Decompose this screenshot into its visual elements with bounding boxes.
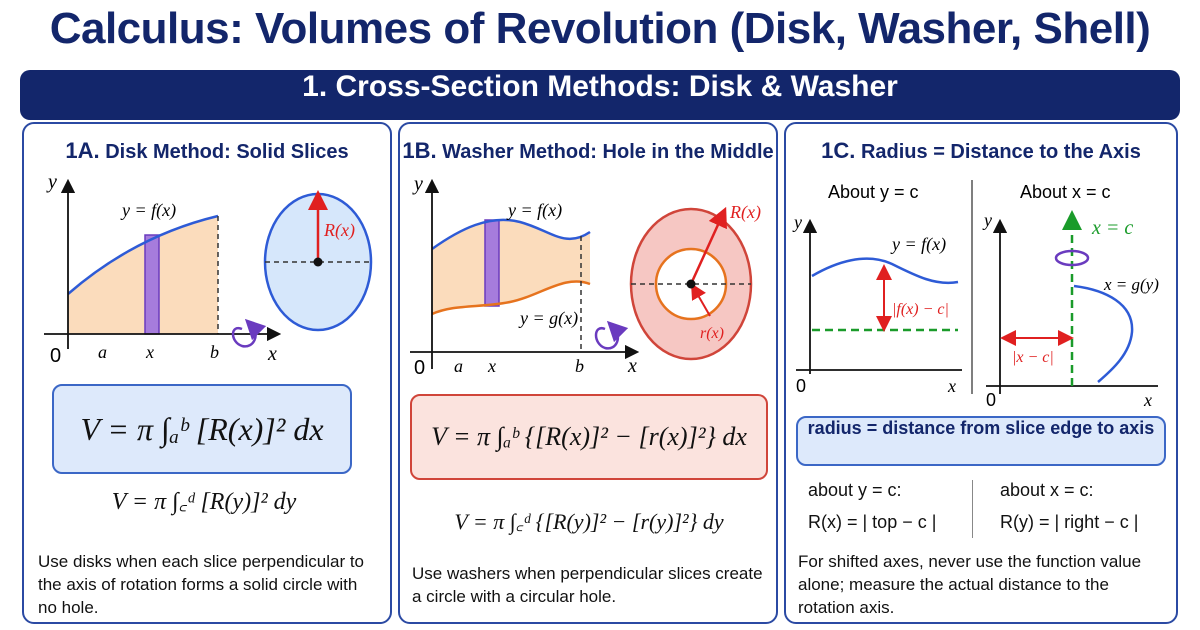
- disk-shaded-region: [68, 216, 218, 334]
- washer-method-panel: 1B. Washer Method: Hole in the Middle y …: [398, 122, 778, 624]
- washer-tick-a: a: [454, 356, 463, 376]
- disk-center-dot: [313, 257, 323, 267]
- about-y-title: About y = c: [828, 182, 919, 202]
- right-curve: [1073, 284, 1134, 383]
- disk-note: Use disks when each slice perpendicular …: [38, 552, 365, 617]
- disk-tick-b: b: [210, 342, 219, 362]
- washer-note: Use washers when perpendicular slices cr…: [412, 564, 763, 606]
- about-x-title: About x = c: [1020, 182, 1111, 202]
- disk-radius-label: R(x): [323, 220, 355, 241]
- right-axis-label: x = c: [1091, 217, 1133, 239]
- radius-panel-heading: Radius = Distance to the Axis: [860, 141, 1141, 163]
- washer-panel-number: 1B.: [402, 138, 437, 163]
- disk-curve: [67, 214, 219, 295]
- disk-formula-y: V = π ∫꜀ᵈ [R(y)]² dy: [111, 489, 297, 515]
- washer-inner-radius-arrow: [691, 283, 711, 317]
- washer-origin-label: 0: [414, 357, 425, 379]
- radius-panel-number: 1C.: [821, 138, 856, 163]
- left-y-axis-label: y: [792, 212, 802, 232]
- washer-rotation-arrow-icon: [594, 320, 629, 350]
- right-y-axis-label: y: [982, 210, 992, 230]
- left-origin-label: 0: [796, 376, 806, 396]
- page-title: Calculus: Volumes of Revolution (Disk, W…: [49, 4, 1151, 53]
- washer-inner-label: y = g(x): [518, 308, 578, 329]
- disk-origin-label: 0: [50, 345, 61, 367]
- washer-panel-title: 1B. Washer Method: Hole in the Middle: [400, 138, 776, 164]
- washer-inner-curve: [431, 280, 591, 316]
- washer-formula-y: V = π ∫꜀ᵈ {[R(y)]² − [r(y)]²} dy: [454, 509, 724, 534]
- washer-outer-radius-arrow: [689, 206, 727, 285]
- left-x-axis-label: x: [947, 376, 956, 396]
- washer-outer-curve: [431, 218, 591, 251]
- washer-center-dot: [686, 279, 696, 289]
- section-banner: 1. Cross-Section Methods: Disk & Washer: [20, 70, 1180, 120]
- disk-formula-x: V = π ∫ₐᵇ [R(x)]² dx: [52, 384, 352, 474]
- disk-curve-label: y = f(x): [120, 200, 176, 221]
- right-curve-label: x = g(y): [1103, 275, 1159, 294]
- about-divider: [972, 480, 973, 538]
- right-origin-label: 0: [986, 390, 996, 410]
- disk-x-axis-label: x: [267, 343, 277, 365]
- washer-y-axis-label: y: [412, 173, 423, 195]
- washer-tick-x: x: [487, 356, 496, 376]
- washer-diagram: y x y = f(x) y = g(x) 0 a x b R(x) r(x): [410, 173, 761, 379]
- washer-outer-label: y = f(x): [506, 200, 562, 221]
- about-y-formula: R(x) = | top − c |: [808, 512, 937, 532]
- washer-inner-radius-label: r(x): [700, 325, 724, 342]
- radius-panel: 1C. Radius = Distance to the Axis About …: [784, 122, 1178, 624]
- disk-panel-heading: Disk Method: Solid Slices: [105, 141, 349, 163]
- right-distance-label: |x − c|: [1012, 349, 1054, 366]
- disk-slice: [144, 234, 160, 335]
- radius-diagram: About y = c y x 0 y = f(x) |f(x) − c| Ab…: [792, 180, 1159, 410]
- right-x-axis-label: x: [1143, 390, 1152, 410]
- radius-panel-title: 1C. Radius = Distance to the Axis: [786, 138, 1176, 164]
- right-rotation-icon: [1054, 249, 1090, 267]
- washer-tick-b: b: [575, 356, 584, 376]
- disk-y-axis-label: y: [46, 171, 57, 193]
- disk-panel-title: 1A. Disk Method: Solid Slices: [24, 138, 390, 164]
- washer-x-axis-label: x: [627, 355, 637, 377]
- washer-outer-radius-label: R(x): [729, 202, 761, 223]
- washer-slice: [484, 219, 500, 307]
- about-x-formula: R(y) = | right − c |: [1000, 512, 1139, 532]
- about-y-heading: about y = c:: [808, 480, 902, 500]
- left-distance-label: |f(x) − c|: [892, 301, 949, 318]
- radius-definition-box: radius = distance from slice edge to axi…: [796, 416, 1166, 466]
- disk-panel-number: 1A.: [65, 138, 100, 163]
- disk-tick-x: x: [145, 342, 154, 362]
- left-curve-label: y = f(x): [890, 234, 946, 255]
- left-curve: [811, 257, 959, 285]
- disk-tick-a: a: [98, 342, 107, 362]
- disk-rotation-arrow-icon: [231, 318, 267, 348]
- about-x-heading: about x = c:: [1000, 480, 1094, 500]
- radius-note: For shifted axes, never use the function…: [798, 552, 1142, 617]
- disk-method-panel: 1A. Disk Method: Solid Slices y x y = f(…: [22, 122, 392, 624]
- washer-shaded-region: [432, 219, 590, 314]
- washer-panel-heading: Washer Method: Hole in the Middle: [442, 141, 774, 163]
- washer-formula-x: V = π ∫ₐᵇ {[R(x)]² − [r(x)]²} dx: [410, 394, 768, 480]
- disk-diagram: y x y = f(x) 0 a x b R(x): [44, 171, 373, 367]
